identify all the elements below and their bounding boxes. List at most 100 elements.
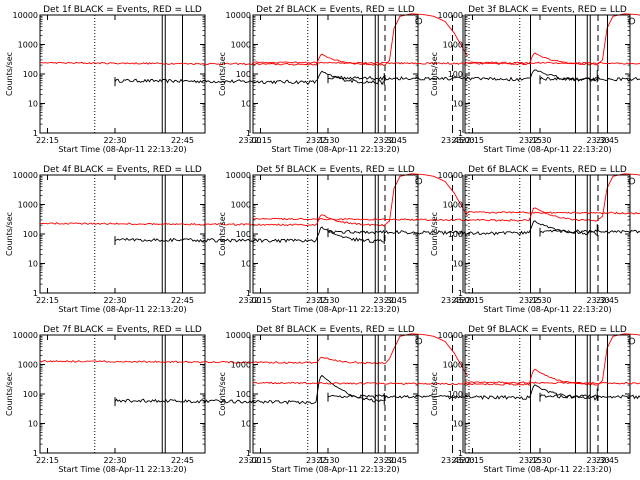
x-tick-label: 22:15 (249, 136, 272, 145)
chart-title: Det 9f BLACK = Events, RED = LLD (468, 325, 627, 335)
series-lld-line (252, 333, 640, 387)
x-tick-label: 23:00 (451, 456, 474, 465)
x-tick-label: 23:45 (441, 136, 464, 145)
x-tick-label: 22:15 (36, 296, 59, 305)
x-tick-label: 22:30 (528, 136, 551, 145)
x-tick-label: 23:30 (586, 296, 609, 305)
x-tick-label: 22:45 (171, 456, 194, 465)
x-tick-label: 23:00 (238, 296, 261, 305)
chart-panel-5: Det 5f BLACK = Events, RED = LLD 1 10 100 10… (218, 165, 640, 314)
y-tick-label: 1 (246, 129, 251, 138)
chart-title: Det 1f BLACK = Events, RED = LLD (43, 5, 202, 15)
y-axis-label: Counts/sec (5, 212, 14, 256)
chart-title: Det 2f BLACK = Events, RED = LLD (256, 5, 415, 15)
y-tick-label: 10000 (13, 11, 38, 20)
plot-frame (39, 174, 206, 294)
y-tick-label: 1000 (18, 41, 38, 50)
x-tick-label: 23:30 (373, 456, 396, 465)
chart-panel-3: Det 3f BLACK = Events, RED = LLD 1 10 100 10… (430, 5, 640, 154)
y-tick-label: 10000 (226, 11, 251, 20)
y-tick-label: 1 (246, 449, 251, 458)
y-tick-label: 10000 (438, 331, 463, 340)
y-tick-label: 10000 (438, 11, 463, 20)
chart-panel-8: Det 8f BLACK = Events, RED = LLD 1 10 100 10… (218, 325, 640, 474)
x-tick-label: 22:45 (384, 136, 407, 145)
y-tick-label: 100 (448, 230, 463, 239)
y-tick-label: 10 (28, 260, 38, 269)
plot-frame (39, 14, 206, 134)
x-tick-label: 23:30 (373, 296, 396, 305)
x-tick-label: 22:45 (384, 296, 407, 305)
x-tick-label: 22:15 (36, 136, 59, 145)
y-tick-label: 10 (241, 260, 251, 269)
y-tick-label: 100 (23, 70, 38, 79)
x-axis-label: Start Time (08-Apr-11 22:13:20) (271, 145, 399, 154)
y-tick-label: 100 (236, 70, 251, 79)
x-tick-label: 22:30 (528, 456, 551, 465)
series-events-line (114, 70, 384, 86)
x-axis-label: Start Time (08-Apr-11 22:13:20) (483, 465, 611, 474)
y-tick-label: 1 (33, 129, 38, 138)
chart-title: Det 8f BLACK = Events, RED = LLD (256, 325, 415, 335)
x-tick-label: 22:45 (384, 456, 407, 465)
x-tick-label: 23:15 (519, 136, 542, 145)
x-tick-label: 23:15 (519, 296, 542, 305)
x-tick-label: 22:30 (316, 296, 339, 305)
chart-panel-7: Det 7f BLACK = Events, RED = LLD 1 10 100 10… (5, 325, 470, 474)
x-tick-label: 23:00 (238, 456, 261, 465)
x-tick-label: 23:00 (451, 296, 474, 305)
series-events-line (327, 220, 597, 236)
y-tick-label: 1 (33, 449, 38, 458)
series-lld-line (464, 211, 640, 215)
x-tick-label: 22:45 (171, 136, 194, 145)
x-axis-label: Start Time (08-Apr-11 22:13:20) (483, 145, 611, 154)
y-tick-label: 1000 (231, 361, 251, 370)
series-events-line (327, 384, 597, 401)
flare-marker (628, 17, 636, 25)
flare-marker (628, 177, 636, 185)
x-axis-label: Start Time (08-Apr-11 22:13:20) (271, 465, 399, 474)
chart-panel-1: Det 1f BLACK = Events, RED = LLD 1 10 100 10… (5, 5, 470, 154)
x-tick-label: 23:00 (451, 136, 474, 145)
y-tick-label: 1000 (231, 201, 251, 210)
chart-panel-2: Det 2f BLACK = Events, RED = LLD 1 10 100 10… (218, 5, 640, 154)
x-axis-label: Start Time (08-Apr-11 22:13:20) (271, 305, 399, 314)
y-axis-label: Counts/sec (218, 52, 227, 96)
x-tick-label: 22:30 (528, 296, 551, 305)
y-axis-label: Counts/sec (430, 52, 439, 96)
x-tick-label: 23:30 (586, 136, 609, 145)
series-events-line (539, 229, 640, 234)
y-tick-label: 1 (458, 449, 463, 458)
plot-frame (464, 334, 631, 454)
series-lld-line (40, 173, 468, 227)
y-tick-label: 10 (241, 420, 251, 429)
series-events-line (114, 226, 384, 244)
chart-panel-9: Det 9f BLACK = Events, RED = LLD 1 10 100 10… (430, 325, 640, 474)
y-axis-label: Counts/sec (218, 372, 227, 416)
y-tick-label: 10000 (438, 171, 463, 180)
y-tick-label: 10 (241, 100, 251, 109)
y-axis-label: Counts/sec (5, 52, 14, 96)
y-tick-label: 1 (458, 289, 463, 298)
series-events-line (539, 76, 640, 82)
y-tick-label: 10000 (226, 331, 251, 340)
y-tick-label: 1 (33, 289, 38, 298)
plot-frame (39, 334, 206, 454)
y-tick-label: 10000 (13, 171, 38, 180)
y-tick-label: 10 (453, 260, 463, 269)
y-tick-label: 10000 (13, 331, 38, 340)
flare-marker (628, 337, 636, 345)
y-tick-label: 100 (23, 390, 38, 399)
y-axis-label: Counts/sec (430, 212, 439, 256)
x-tick-label: 23:30 (586, 456, 609, 465)
series-lld-line (464, 61, 640, 65)
x-tick-label: 22:15 (461, 296, 484, 305)
x-axis-label: Start Time (08-Apr-11 22:13:20) (58, 305, 186, 314)
plot-frame (252, 334, 419, 454)
x-tick-label: 23:15 (306, 296, 329, 305)
x-tick-label: 22:15 (249, 296, 272, 305)
y-tick-label: 1000 (18, 361, 38, 370)
y-tick-label: 1 (246, 289, 251, 298)
x-tick-label: 23:15 (519, 456, 542, 465)
chart-title: Det 7f BLACK = Events, RED = LLD (43, 325, 202, 335)
